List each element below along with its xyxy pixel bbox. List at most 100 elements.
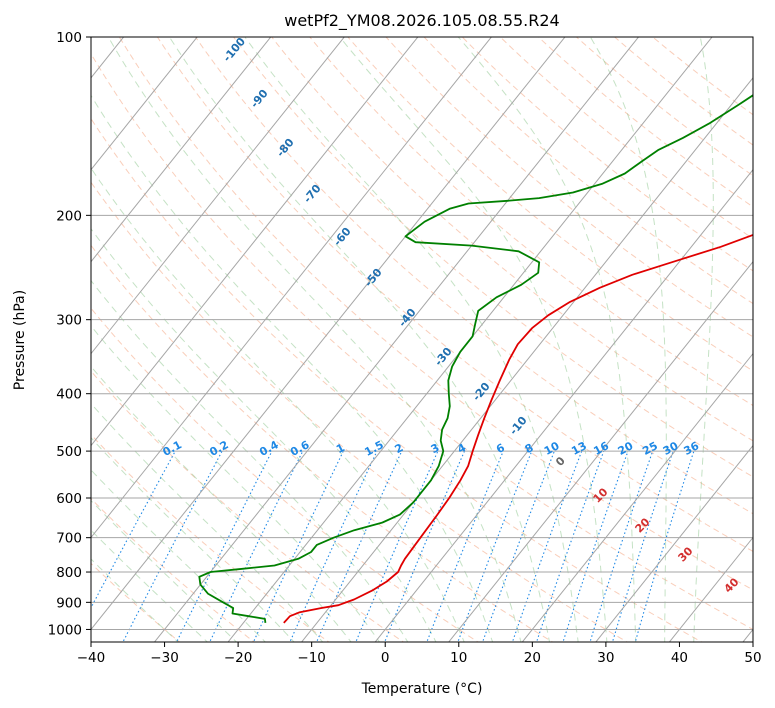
moist-adiabat [91, 167, 465, 642]
mixing-ratio-line [562, 450, 629, 642]
dry-adiabat [91, 307, 479, 642]
x-axis: −40 −30 −20 −10 0 10 20 30 40 50 [77, 642, 762, 666]
moist-adiabat [91, 94, 494, 642]
dry-adiabat-label: -100 [220, 35, 248, 65]
chart-title: wetPf2_YM08.2026.105.08.55.R24 [284, 11, 559, 31]
mixing-ratio-label: 4 [455, 441, 468, 456]
dry-adiabat [309, 37, 753, 407]
moist-adiabat [457, 37, 637, 642]
grid [0, 24, 753, 645]
isotherm-line [91, 37, 566, 631]
isotherm-line [91, 37, 345, 355]
mixing-ratio-line [589, 450, 654, 642]
y-tick-label: 800 [56, 565, 82, 581]
mixing-ratio-line [426, 450, 504, 642]
moist-adiabat [339, 37, 608, 642]
mixing-ratio-label: 0.2 [207, 438, 230, 459]
mixing-ratio-line [175, 450, 273, 642]
plot-frame [90, 36, 754, 643]
dry-adiabat-label: -80 [274, 136, 297, 160]
dry-adiabat [91, 117, 703, 642]
mixing-ratio-line [482, 450, 555, 642]
mixing-ratio-label: 20 [616, 439, 636, 458]
dry-adiabat [91, 497, 256, 642]
x-tick-label: −40 [77, 650, 106, 666]
dewpoint-profile-line [198, 94, 753, 624]
moist-adiabat [91, 529, 209, 642]
series-layer [198, 94, 753, 624]
moist-adiabat-label: 10 [591, 485, 611, 505]
dry-adiabat [91, 52, 753, 630]
isotherm-line [374, 168, 753, 642]
moist-adiabat [91, 228, 437, 642]
mixing-ratio-line [91, 450, 176, 609]
mixing-ratio-label: 6 [494, 441, 507, 456]
isotherm-line [91, 37, 198, 171]
dry-adiabat [347, 37, 753, 372]
moist-adiabat [91, 499, 238, 642]
y-tick-label: 200 [56, 208, 82, 224]
x-tick-label: 20 [524, 650, 541, 666]
dry-adiabat [156, 37, 753, 552]
dry-adiabat [537, 37, 753, 208]
moist-adiabat-label: 20 [633, 515, 653, 535]
moist-adiabat-label: 40 [722, 575, 742, 595]
dry-adiabat [118, 37, 753, 591]
mixing-ratio-label: 0.6 [288, 438, 312, 459]
dry-adiabat [91, 181, 629, 642]
isotherm-line [91, 37, 272, 263]
moist-adiabat [91, 437, 295, 642]
dry-adiabat [499, 37, 753, 240]
dry-adiabat-label: -30 [432, 345, 455, 369]
dry-adiabat [461, 37, 753, 272]
isotherm-line [521, 352, 753, 642]
mixing-ratio-line [316, 450, 403, 642]
isotherm-line [153, 37, 640, 642]
mixing-ratio-label: 30 [661, 439, 681, 458]
mixing-ratio-label: 36 [682, 439, 702, 458]
mixing-ratio-line [511, 450, 583, 642]
y-tick-label: 100 [56, 30, 82, 46]
mixing-ratio-line [209, 450, 304, 642]
mixing-ratio-label: 3 [429, 441, 442, 456]
moist-adiabat [168, 37, 551, 642]
x-tick-label: 40 [671, 650, 688, 666]
dry-adiabat [651, 37, 753, 116]
mixing-ratio-label: 0.1 [161, 438, 184, 459]
y-tick-label: 1000 [48, 622, 82, 638]
dry-adiabat-label: -90 [248, 87, 271, 111]
temperature-profile-line [283, 233, 753, 624]
mixing-ratio-label: 10 [542, 439, 562, 458]
moist-adiabat [91, 402, 324, 642]
y-tick-label: 300 [56, 313, 82, 329]
isotherm-line [668, 536, 753, 642]
mixing-ratio-label: 0.4 [257, 438, 281, 459]
mixing-ratio-line [384, 450, 466, 642]
isotherm-line [300, 76, 753, 642]
isotherm-line [595, 444, 753, 642]
x-tick-label: 10 [450, 650, 467, 666]
mixing-ratio-label: 25 [640, 439, 660, 458]
mixing-ratio-line [611, 450, 674, 642]
background-lines [91, 37, 753, 642]
y-axis: 100 200 300 400 500 600 700 800 900 1000 [48, 30, 91, 638]
moist-adiabat-label: 0 [553, 454, 568, 469]
y-tick-label: 700 [56, 531, 82, 547]
line-labels: 0.1 0.2 0.4 0.6 1 1.5 2 3 4 6 8 10 13 16 20 25 30 36-100-… [161, 35, 742, 596]
mixing-ratio-line [252, 450, 344, 642]
y-tick-label: 900 [56, 595, 82, 611]
isotherm-line [0, 24, 61, 645]
y-tick-label: 600 [56, 491, 82, 507]
mixing-ratio-line [536, 450, 605, 642]
dry-adiabat [194, 37, 753, 515]
x-tick-label: 0 [381, 650, 390, 666]
x-tick-label: −20 [224, 650, 253, 666]
isotherm-line [742, 628, 753, 642]
mixing-ratio-label: 1 [334, 441, 347, 456]
dry-adiabat [91, 244, 554, 642]
mixing-ratio-line [634, 450, 695, 642]
moist-adiabat [91, 325, 381, 642]
mixing-ratio-label: 13 [569, 439, 589, 458]
dry-adiabat-label: -10 [507, 414, 530, 438]
